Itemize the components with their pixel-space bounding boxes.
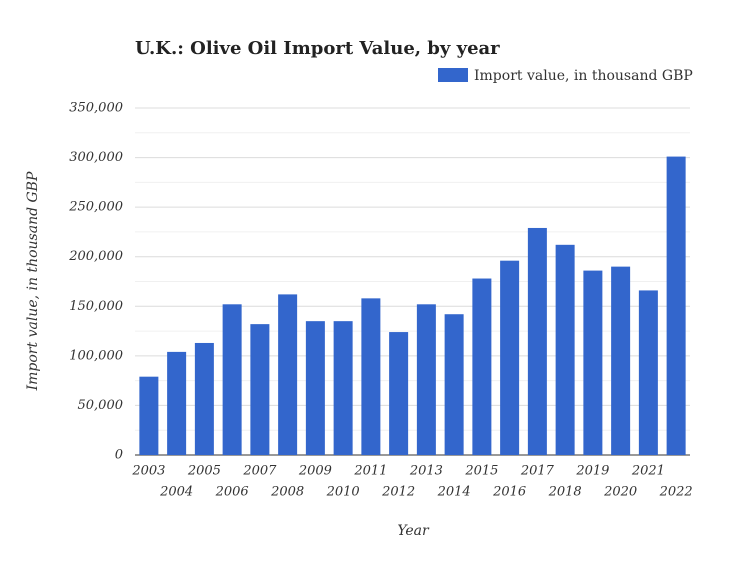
y-tick-label: 0 [115, 448, 123, 463]
x-tick-label: 2011 [353, 464, 387, 479]
y-tick-label: 250,000 [68, 200, 123, 215]
bar [139, 376, 159, 455]
x-tick-label: 2009 [298, 464, 332, 479]
bar [333, 321, 353, 455]
x-tick-label: 2006 [215, 485, 249, 500]
x-tick-label: 2004 [159, 485, 193, 500]
x-tick-label: 2019 [575, 464, 609, 479]
x-tick-label: 2017 [520, 464, 555, 479]
bar [638, 290, 658, 455]
y-tick-label: 50,000 [78, 398, 124, 413]
y-tick-label: 150,000 [69, 299, 123, 314]
x-tick-label: 2007 [242, 464, 277, 479]
bar [583, 270, 603, 455]
y-tick-label: 350,000 [69, 101, 123, 116]
x-tick-label: 2005 [187, 464, 221, 479]
x-tick-label: 2016 [492, 485, 526, 500]
bar [472, 278, 492, 455]
x-tick-label: 2003 [131, 464, 165, 479]
bar [194, 342, 214, 455]
x-tick-label: 2010 [326, 485, 360, 500]
bar [666, 156, 686, 455]
x-tick-label: 2022 [659, 485, 693, 500]
bar [444, 314, 464, 455]
bar [167, 351, 187, 455]
x-tick-label: 2015 [464, 464, 498, 479]
y-tick-label: 200,000 [68, 249, 123, 264]
x-axis-label: Year [397, 523, 430, 539]
bar [389, 332, 409, 455]
y-tick-label: 300,000 [69, 150, 123, 165]
legend-swatch [438, 68, 468, 82]
bar [611, 266, 631, 455]
x-tick-label: 2018 [548, 485, 582, 500]
y-tick-label: 100,000 [69, 348, 123, 363]
bar [416, 304, 436, 455]
bar [278, 294, 298, 455]
x-tick-label: 2013 [409, 464, 443, 479]
chart-title: U.K.: Olive Oil Import Value, by year [135, 38, 500, 59]
bar [250, 324, 270, 455]
y-axis-label: Import value, in thousand GBP [25, 171, 41, 391]
x-tick-label: 2014 [437, 485, 471, 500]
x-tick-label: 2012 [381, 485, 415, 500]
bar [500, 260, 520, 455]
x-tick-label: 2020 [603, 485, 637, 500]
bar [361, 298, 381, 455]
bar [305, 321, 325, 455]
legend-label: Import value, in thousand GBP [474, 68, 693, 84]
bar [527, 227, 547, 455]
x-tick-label: 2008 [270, 485, 304, 500]
bar [555, 244, 575, 455]
x-tick-label: 2021 [631, 464, 665, 479]
bar [222, 304, 242, 455]
